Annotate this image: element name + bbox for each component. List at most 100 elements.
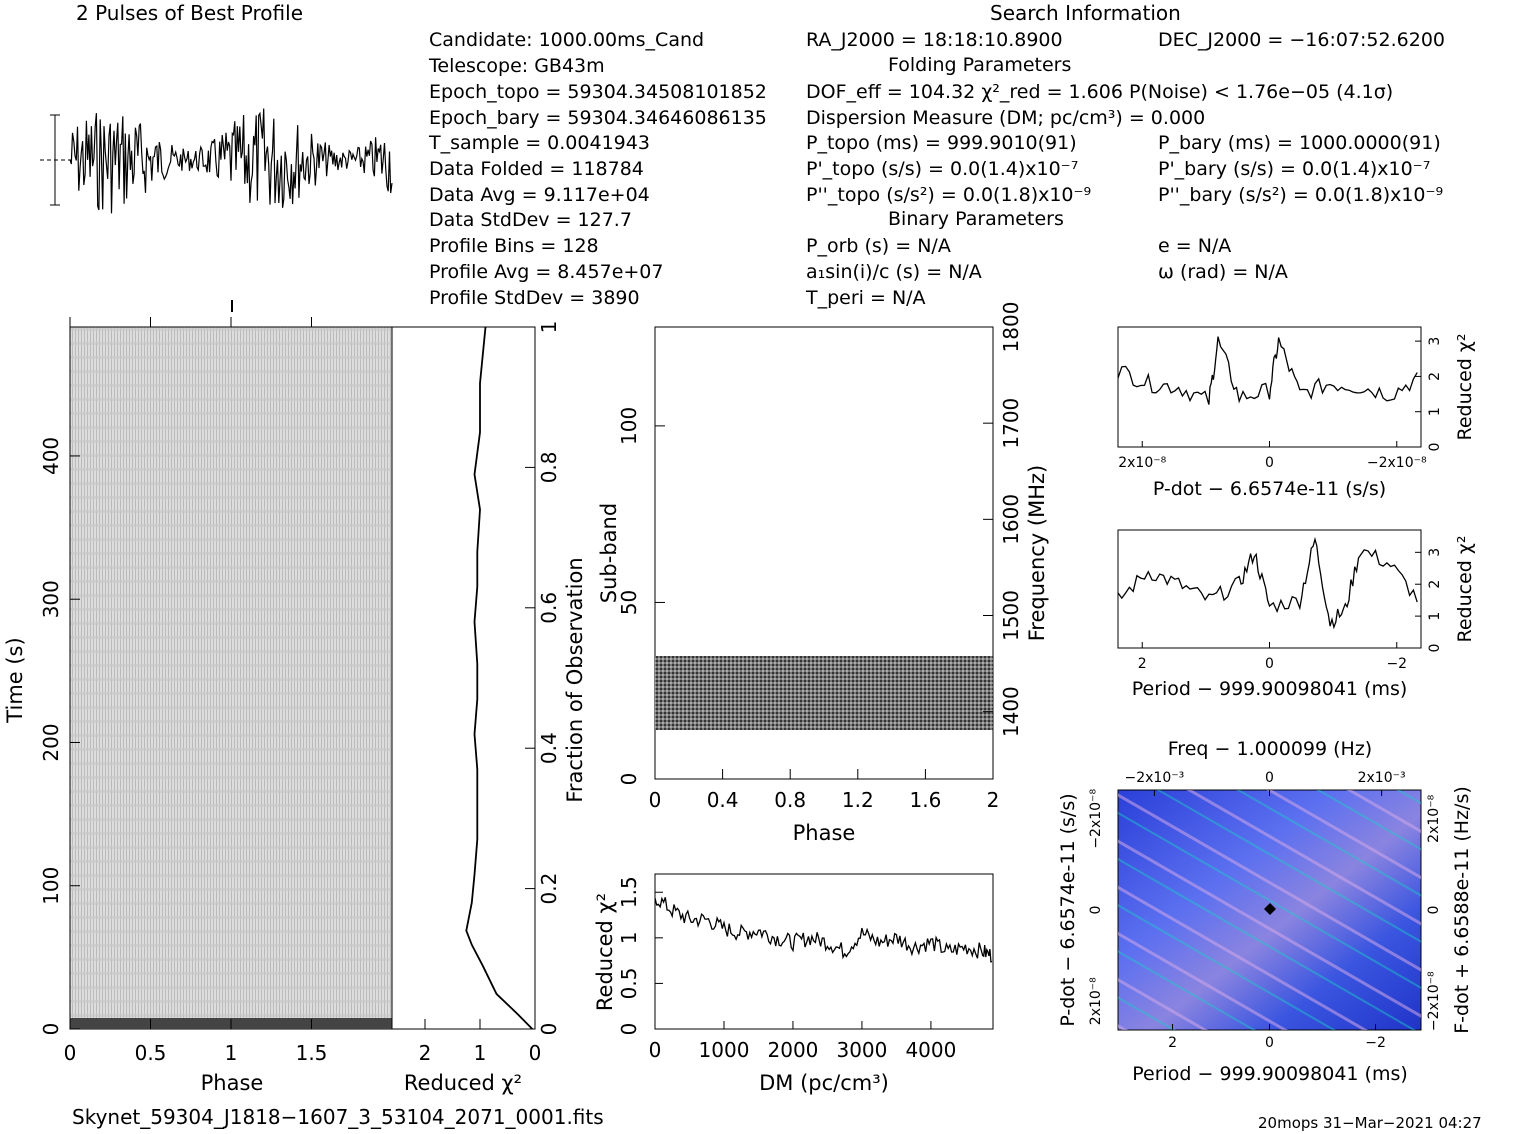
ppdot-top-tick-label: 0 xyxy=(1265,770,1274,786)
pddot-bary-line: P''_bary (s/s²) = 0.0(1.8)x10⁻⁹ xyxy=(1158,184,1444,206)
subband-filled-region xyxy=(655,656,993,730)
dm-xtick-label: 0 xyxy=(649,1038,662,1062)
chi2-fraction-ytick-label: 0.8 xyxy=(537,451,561,483)
frequency-ytick-label: 1600 xyxy=(999,494,1023,545)
time-phase-ytick-label: 300 xyxy=(39,580,63,618)
pdot-chi2-xtick-label: 0 xyxy=(1265,455,1274,471)
frequency-ylabel: Frequency (MHz) xyxy=(1025,465,1049,641)
p-bary-line: P_bary (ms) = 1000.0000(91) xyxy=(1158,132,1441,154)
time-phase-ytick-label: 200 xyxy=(39,723,63,761)
period-chi2-ylabel: Reduced χ² xyxy=(1454,536,1476,643)
subband-xtick-label: 2 xyxy=(987,788,1000,812)
period-chi2-line xyxy=(1117,536,1418,630)
subband-ytick-label: 50 xyxy=(617,590,641,615)
time-phase-xtick-label: 1 xyxy=(225,1041,238,1065)
pdot-chi2-ytick-label: 2 xyxy=(1427,372,1443,381)
pdot-chi2-ylabel: Reduced χ² xyxy=(1454,334,1476,441)
data-avg-line: Data Avg = 9.117e+04 xyxy=(429,184,650,206)
frequency-ytick-label: 1700 xyxy=(999,398,1023,449)
period-chi2-xtick-label: −2 xyxy=(1386,656,1407,672)
period-chi2-ytick-label: 3 xyxy=(1427,548,1443,557)
binary-params-title: Binary Parameters xyxy=(888,208,1064,230)
chi2-fraction-xtick-label: 1 xyxy=(474,1041,487,1065)
dm-ytick-label: 0 xyxy=(617,1023,641,1036)
time-phase-ytick-label: 100 xyxy=(39,867,63,905)
subband-ytick-label: 100 xyxy=(617,407,641,445)
p-topo-line: P_topo (ms) = 999.9010(91) xyxy=(806,132,1077,154)
pdot-topo-line: P'_topo (s/s) = 0.0(1.4)x10⁻⁷ xyxy=(806,158,1079,180)
fdot-ytick-label: 2x10⁻⁸ xyxy=(1426,794,1442,842)
chi2-fraction-ytick-label: 0.4 xyxy=(537,732,561,764)
time-phase-xlabel: Phase xyxy=(201,1071,264,1095)
dm-xtick-label: 3000 xyxy=(836,1038,887,1062)
time-phase-xtick-label: 0 xyxy=(64,1041,77,1065)
best-candidate-marker xyxy=(1264,903,1276,915)
time-phase-xtick-label: 1.5 xyxy=(296,1041,328,1065)
fdot-ytick-label: −2x10⁻⁸ xyxy=(1426,971,1442,1031)
candidate-line: Candidate: 1000.00ms_Cand xyxy=(429,29,705,51)
omega-line: ω (rad) = N/A xyxy=(1158,261,1288,283)
dm-line: Dispersion Measure (DM; pc/cm³) = 0.000 xyxy=(806,107,1206,129)
data-stddev-line: Data StdDev = 127.7 xyxy=(429,209,632,231)
profile-title: 2 Pulses of Best Profile xyxy=(76,1,303,25)
time-phase-ylabel: Time (s) xyxy=(3,637,27,723)
chi2-fraction-ytick-label: 0.2 xyxy=(537,873,561,905)
porb-line: P_orb (s) = N/A xyxy=(806,235,951,257)
pdot-chi2-frame xyxy=(1117,326,1422,448)
data-folded-line: Data Folded = 118784 xyxy=(429,158,644,180)
subband-ytick-label: 0 xyxy=(617,773,641,786)
pdot-chi2-xtick-label: 2x10⁻⁸ xyxy=(1118,455,1166,471)
fits-filename: Skynet_59304_J1818−1607_3_53104_2071_000… xyxy=(72,1105,604,1129)
search-info-title: Search Information xyxy=(990,1,1181,25)
dm-xtick-label: 1000 xyxy=(699,1038,750,1062)
chi2-fraction-ytick-label: 0 xyxy=(537,1023,561,1036)
ppdot-xtick-label: 2 xyxy=(1168,1035,1177,1051)
subband-xtick-label: 1.2 xyxy=(842,788,874,812)
chi2-fraction-ytick-label: 0.6 xyxy=(537,592,561,624)
ecc-line: e = N/A xyxy=(1158,235,1232,257)
dm-xtick-label: 2000 xyxy=(768,1038,819,1062)
subband-xlabel: Phase xyxy=(793,821,856,845)
ppdot-xlabel: Period − 999.90098041 (ms) xyxy=(1132,1063,1408,1085)
subband-xtick-label: 0.4 xyxy=(707,788,739,812)
dec-line: DEC_J2000 = −16:07:52.6200 xyxy=(1158,29,1446,51)
period-chi2-ytick-label: 2 xyxy=(1427,580,1443,589)
dm-chi2-line xyxy=(654,896,993,963)
subband-xtick-label: 0.8 xyxy=(774,788,806,812)
ra-line: RA_J2000 = 18:18:10.8900 xyxy=(806,29,1063,51)
pdot-bary-line: P'_bary (s/s) = 0.0(1.4)x10⁻⁷ xyxy=(1158,158,1431,180)
period-chi2-frame xyxy=(1117,529,1422,649)
profile-stddev-line: Profile StdDev = 3890 xyxy=(429,287,640,309)
dm-xlabel: DM (pc/cm³) xyxy=(759,1071,889,1095)
folding-params-title: Folding Parameters xyxy=(888,54,1072,76)
period-chi2-ytick-label: 0 xyxy=(1427,644,1443,653)
period-chi2-ytick-label: 1 xyxy=(1427,612,1443,621)
ppdot-top-tick-label: −2x10⁻³ xyxy=(1124,770,1184,786)
pddot-topo-line: P''_topo (s/s²) = 0.0(1.8)x10⁻⁹ xyxy=(806,184,1092,206)
pdot-chi2-line xyxy=(1117,336,1418,405)
dm-ytick-label: 0.5 xyxy=(617,968,641,1000)
dof-line: DOF_eff = 104.32 χ²_red = 1.606 P(Noise)… xyxy=(806,81,1394,103)
fdot-ytick-label: 0 xyxy=(1426,906,1442,915)
ppdot-xtick-label: −2 xyxy=(1365,1035,1386,1051)
tsample-line: T_sample = 0.0041943 xyxy=(429,132,650,154)
frequency-ytick-label: 1400 xyxy=(999,686,1023,737)
dm-chi2-frame xyxy=(654,873,994,1030)
chi2-fraction-ylabel: Fraction of Observation xyxy=(563,557,587,802)
ppdot-top-tick-label: 2x10⁻³ xyxy=(1358,770,1406,786)
subband-ylabel: Sub-band xyxy=(597,503,621,603)
pdot-chi2-ytick-label: 1 xyxy=(1427,407,1443,416)
frequency-ytick-label: 1500 xyxy=(999,590,1023,641)
dm-xtick-label: 4000 xyxy=(905,1038,956,1062)
ppdot-ytick-label: 0 xyxy=(1088,906,1104,915)
epoch-topo-line: Epoch_topo = 59304.34508101852 xyxy=(429,81,767,103)
time-phase-xtick-label: 0.5 xyxy=(135,1041,167,1065)
pdot-chi2-ytick-label: 0 xyxy=(1427,443,1443,452)
profile-bins-line: Profile Bins = 128 xyxy=(429,235,599,257)
chi2-fraction-ytick-label: 1 xyxy=(537,321,561,334)
timestamp: 20mops 31−Mar−2021 04:27 xyxy=(1258,1114,1482,1132)
time-phase-ytick-label: 400 xyxy=(39,437,63,475)
fdot-ylabel: F-dot + 6.6588e-11 (Hz/s) xyxy=(1451,786,1473,1034)
tperi-line: T_peri = N/A xyxy=(806,287,926,309)
